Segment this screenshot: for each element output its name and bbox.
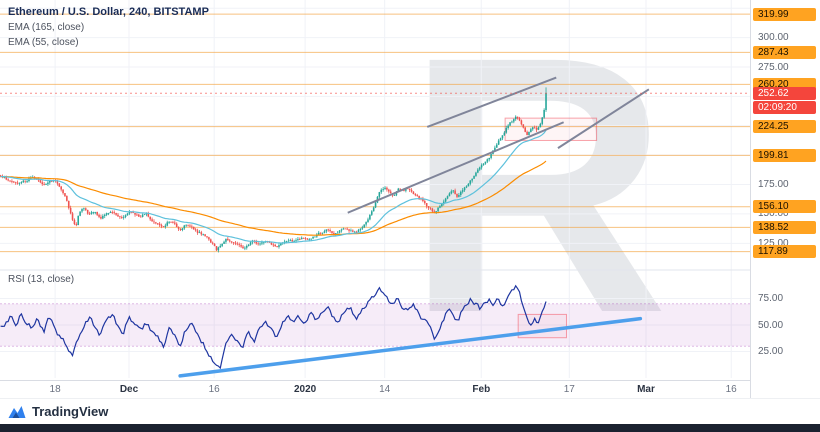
highlight-box-price[interactable] — [504, 117, 598, 141]
countdown-badge: 02:09:20 — [753, 100, 816, 114]
price-level-badge: 287.43 — [753, 45, 816, 59]
tradingview-logo-icon[interactable] — [8, 404, 26, 419]
rsi-line — [0, 284, 547, 370]
rsi-band — [0, 303, 750, 347]
indicator-label-ema165[interactable]: EMA (165, close) — [8, 22, 85, 33]
time-tick-14: 14 — [379, 384, 391, 395]
price-level-badge: 156.10 — [753, 200, 816, 214]
time-tick-18: 18 — [49, 384, 61, 395]
ema-165-line — [0, 160, 547, 236]
time-tick-feb: Feb — [472, 384, 491, 395]
time-axis[interactable]: 18 Dec 16 2020 14 Feb 17 Mar 16 — [0, 380, 820, 398]
price-trendline[interactable] — [557, 88, 650, 149]
trendlines — [347, 76, 650, 214]
price-tick-label: 150.00 — [758, 208, 789, 220]
rsi-tick-label: 75.00 — [758, 293, 784, 304]
price-level-badge: 319.99 — [753, 7, 816, 21]
rsi-plot — [0, 284, 643, 378]
price-level-badge: 138.52 — [753, 220, 816, 234]
chart-area[interactable]: R Ethereum / U.S. Dollar, 240, BITSTAMP … — [0, 0, 820, 398]
price-trendline[interactable] — [426, 76, 557, 128]
time-tick-dec: Dec — [119, 384, 139, 395]
time-tick-mar: Mar — [637, 384, 655, 395]
chart-canvas[interactable] — [0, 0, 750, 380]
time-tick-16: 16 — [725, 384, 737, 395]
tradingview-wordmark[interactable]: TradingView — [32, 404, 109, 419]
price-axis[interactable]: 300.00 275.00 175.00 150.00 125.00 75.00 50.00… — [750, 0, 820, 398]
ema-lines — [0, 129, 547, 244]
price-tick-label: 125.00 — [758, 237, 789, 249]
time-tick-17: 17 — [563, 384, 575, 395]
price-tick-label: 175.00 — [758, 179, 789, 190]
time-tick-2020: 2020 — [293, 384, 317, 395]
chart-legend: Ethereum / U.S. Dollar, 240, BITSTAMP EM… — [8, 6, 209, 48]
price-tick-label: 300.00 — [758, 32, 789, 44]
gridlines — [0, 0, 750, 378]
rsi-trendline[interactable] — [178, 316, 643, 378]
rsi-tick-label: 50.00 — [758, 319, 784, 331]
ema-55-line — [0, 129, 547, 244]
price-level-lines — [0, 13, 750, 253]
symbol-title[interactable]: Ethereum / U.S. Dollar, 240, BITSTAMP — [8, 6, 209, 18]
last-price-badge: 252.62 — [753, 86, 816, 100]
price-level-badge: 199.81 — [753, 148, 816, 162]
rsi-tick-label: 25.00 — [758, 346, 784, 357]
price-level-badge: 117.89 — [753, 245, 816, 259]
indicator-label-ema55[interactable]: EMA (55, close) — [8, 37, 79, 48]
footer-bar: TradingView — [0, 398, 820, 424]
price-tick-label: 275.00 — [758, 61, 789, 73]
time-tick-16: 16 — [208, 384, 220, 395]
price-trendline[interactable] — [347, 121, 565, 214]
price-level-badge: 224.25 — [753, 120, 816, 134]
bottom-dark-strip — [0, 424, 820, 432]
candlesticks — [0, 87, 547, 253]
indicator-label-rsi[interactable]: RSI (13, close) — [8, 274, 75, 285]
